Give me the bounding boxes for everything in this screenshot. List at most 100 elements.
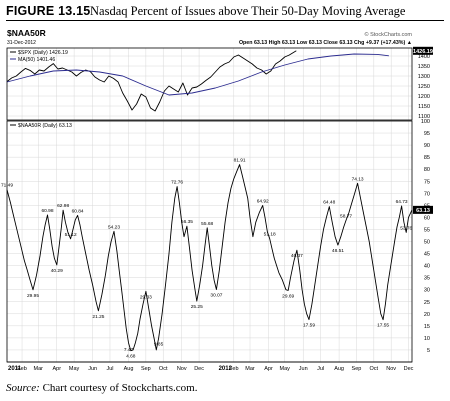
data-label: 60.98 <box>41 208 53 214</box>
x-month-label: Apr <box>264 366 273 372</box>
data-label: 81.91 <box>234 158 246 164</box>
x-month-label: Apr <box>52 366 61 372</box>
y-tick-label: 1150 <box>418 104 430 110</box>
chart-watermark: © StockCharts.com <box>365 31 413 38</box>
legend-label: MA(50) 1401.46 <box>18 57 55 63</box>
series-line <box>6 53 389 96</box>
source-note: Source: Chart courtesy of Stockcharts.co… <box>6 382 197 394</box>
y-tick-label: 100 <box>421 119 430 125</box>
data-label: 25.25 <box>191 304 203 310</box>
last-value-label: 1426.19 <box>413 49 433 55</box>
y-tick-label: 35 <box>424 276 430 282</box>
data-label: 74.13 <box>352 176 364 182</box>
x-month-label: Dec <box>404 366 414 372</box>
y-tick-label: 5 <box>427 348 430 354</box>
data-label: 21.25 <box>92 314 104 320</box>
x-month-label: Feb <box>229 366 238 372</box>
lower-panel: 5101520253035404550556065707580859095100… <box>1 119 433 363</box>
data-label: 54.23 <box>108 224 120 230</box>
chart-symbol: $NAA50R <box>7 28 46 38</box>
y-tick-label: 1400 <box>418 54 430 60</box>
x-month-label: Jun <box>299 366 308 372</box>
data-label: 29.69 <box>282 293 294 299</box>
data-label: 72.76 <box>171 180 183 186</box>
y-tick-label: 90 <box>424 143 430 149</box>
y-tick-label: 1200 <box>418 94 430 100</box>
y-tick-label: 1100 <box>418 114 430 120</box>
data-label: 71.49 <box>1 183 13 189</box>
data-label: 46.37 <box>291 253 303 259</box>
chart-date: 31-Dec-2012 <box>7 40 36 46</box>
figure-rule <box>6 20 444 21</box>
chart-ohlc: Open 63.13 High 63.13 Low 63.13 Close 63… <box>239 40 412 46</box>
data-label: 64.92 <box>257 199 269 205</box>
data-label: 29.33 <box>140 294 152 300</box>
x-month-label: Nov <box>177 366 187 372</box>
series-line <box>6 50 297 112</box>
y-tick-label: 20 <box>424 312 430 318</box>
y-tick-label: 95 <box>424 131 430 137</box>
data-label: 55.68 <box>201 221 213 227</box>
data-label: 17.55 <box>377 323 389 329</box>
x-year-label: 2012 <box>219 366 233 372</box>
y-tick-label: 10 <box>424 336 430 342</box>
figure-label: FIGURE 13.15 <box>6 4 91 18</box>
data-label: 58.77 <box>340 213 352 219</box>
y-tick-label: 70 <box>424 191 430 197</box>
x-month-label: Mar <box>34 366 44 372</box>
legend-label: $SPX (Daily) 1426.19 <box>18 50 68 56</box>
y-tick-label: 55 <box>424 227 430 233</box>
y-tick-label: 75 <box>424 179 430 185</box>
x-month-label: May <box>69 366 80 372</box>
data-label: 53.76 <box>400 225 412 231</box>
last-value-badge <box>413 205 433 214</box>
y-tick-label: 50 <box>424 240 430 246</box>
data-label: 4.68 <box>126 354 136 360</box>
y-tick-label: 25 <box>424 300 430 306</box>
data-label: 64.48 <box>323 200 335 206</box>
upper-panel: 1100 1150 1200 1250 1300 1350 1400 $SPX (Daily)… <box>6 46 433 121</box>
x-month-label: Nov <box>386 366 396 372</box>
x-month-label: Jun <box>88 366 97 372</box>
y-tick-label: 1250 <box>418 84 430 90</box>
data-label: 9.85 <box>154 341 164 347</box>
y-tick-label: 30 <box>424 288 430 294</box>
last-value-badge <box>413 46 433 55</box>
data-label: 17.59 <box>303 323 315 329</box>
data-label: 56.35 <box>181 219 193 225</box>
data-label: 51.12 <box>65 232 77 238</box>
x-month-label: Aug <box>124 366 134 372</box>
last-value-label: 63.13 <box>416 208 430 214</box>
x-month-label: Jul <box>317 366 324 372</box>
x-month-label: May <box>280 366 291 372</box>
x-month-label: Oct <box>159 366 168 372</box>
source-text: Chart courtesy of Stockcharts.com. <box>42 382 198 394</box>
y-tick-label: 1300 <box>418 74 430 80</box>
stock-chart: 1100 1150 1200 1250 1300 1350 1400 $SPX (Daily)… <box>1 28 433 372</box>
panel-frame <box>6 47 413 121</box>
y-tick-label: 1350 <box>418 64 430 70</box>
y-tick-label: 45 <box>424 252 430 258</box>
x-month-label: Jul <box>106 366 113 372</box>
y-tick-label: 15 <box>424 324 430 330</box>
data-label: 48.51 <box>332 248 344 254</box>
data-label: 40.29 <box>51 268 63 274</box>
y-tick-label: 60 <box>424 215 430 221</box>
x-month-label: Mar <box>245 366 255 372</box>
data-label: 60.84 <box>72 208 84 214</box>
series-line <box>6 164 413 352</box>
y-tick-label: 80 <box>424 167 430 173</box>
x-year-label: 2011 <box>8 366 22 372</box>
y-tick-label: 40 <box>424 264 430 270</box>
figure-title: Nasdaq Percent of Issues above Their 50-… <box>90 4 406 18</box>
data-label: 64.73 <box>396 199 408 205</box>
legend-label: $NAA50R (Daily) 63.13 <box>18 123 72 129</box>
x-month-label: Sep <box>141 366 151 372</box>
x-month-label: Feb <box>17 366 26 372</box>
data-label: 51.18 <box>264 232 276 238</box>
y-tick-label: 85 <box>424 155 430 161</box>
data-label: 7.47 <box>124 347 134 353</box>
data-label: 29.95 <box>27 293 39 299</box>
x-month-label: Dec <box>194 366 204 372</box>
